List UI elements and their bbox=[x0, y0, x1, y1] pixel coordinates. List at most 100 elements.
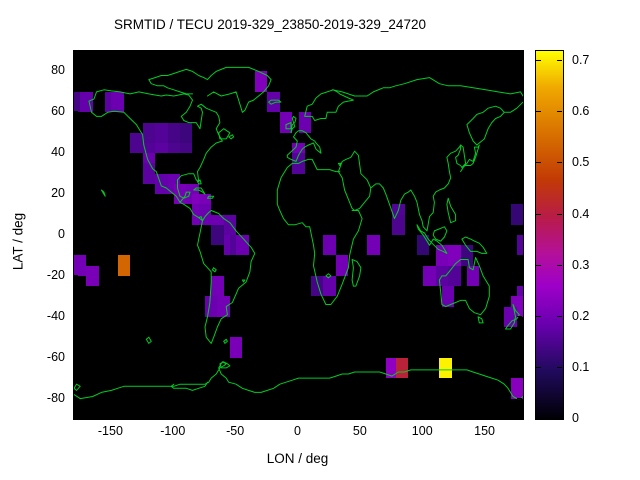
heatmap-cell bbox=[292, 153, 305, 174]
heatmap-cell bbox=[441, 286, 455, 307]
x-tick-mark bbox=[172, 413, 174, 418]
heatmap-cell bbox=[367, 235, 380, 256]
x-tick-mark bbox=[297, 413, 299, 418]
heatmap-cell bbox=[204, 296, 218, 317]
x-tick-label: 150 bbox=[474, 424, 496, 438]
y-tick-mark bbox=[73, 111, 78, 113]
heatmap-cell bbox=[267, 91, 280, 113]
x-tick-label: 50 bbox=[352, 424, 367, 438]
heatmap-cells-layer bbox=[74, 51, 523, 419]
heatmap-cell bbox=[236, 235, 249, 256]
y-tick-mark bbox=[73, 70, 78, 72]
colorbar-tick-label: 0 bbox=[572, 411, 579, 425]
y-tick-label: 20 bbox=[51, 186, 65, 201]
heatmap-cell bbox=[173, 183, 187, 205]
x-tick-mark bbox=[359, 413, 361, 418]
x-tick-mark-top bbox=[172, 50, 174, 55]
heatmap-cell bbox=[254, 71, 268, 92]
heatmap-cell bbox=[211, 275, 224, 297]
heatmap-cell bbox=[504, 306, 517, 327]
y-tick-mark-right bbox=[517, 397, 522, 399]
colorbar-gradient bbox=[536, 51, 563, 419]
heatmap-cell bbox=[435, 245, 449, 266]
colorbar-tick-mark bbox=[536, 213, 541, 215]
colorbar-tick-mark bbox=[557, 213, 562, 215]
y-tick-mark bbox=[73, 193, 78, 195]
heatmap-cell bbox=[180, 122, 193, 143]
x-tick-mark bbox=[235, 413, 237, 418]
heatmap-cell bbox=[198, 204, 212, 225]
colorbar-tick-mark bbox=[536, 366, 541, 368]
heatmap-cell bbox=[279, 112, 293, 133]
heatmap-cell bbox=[310, 275, 324, 297]
colorbar-tick-label: 0.4 bbox=[572, 206, 590, 221]
x-tick-label: -150 bbox=[97, 424, 123, 438]
colorbar-tick-label: 0.3 bbox=[572, 257, 590, 272]
heatmap-cell bbox=[155, 122, 168, 143]
heatmap-cell bbox=[217, 296, 230, 317]
heatmap-cell bbox=[323, 275, 336, 297]
y-tick-label: 0 bbox=[58, 227, 65, 241]
heatmap-cell bbox=[298, 112, 311, 133]
colorbar-tick-mark bbox=[536, 111, 541, 113]
x-tick-label: -50 bbox=[226, 424, 245, 438]
y-tick-mark-right bbox=[517, 356, 522, 358]
y-tick-label: -20 bbox=[46, 267, 65, 282]
y-tick-label: -60 bbox=[46, 349, 65, 364]
x-tick-mark bbox=[484, 413, 486, 418]
y-tick-label: -80 bbox=[46, 390, 65, 405]
y-tick-mark-right bbox=[517, 70, 522, 72]
heatmap-cell bbox=[130, 132, 143, 154]
heatmap-cell bbox=[80, 91, 93, 113]
colorbar-tick-mark bbox=[557, 162, 562, 164]
y-tick-label: 60 bbox=[51, 104, 65, 119]
heatmap-cell bbox=[223, 214, 237, 235]
y-tick-mark bbox=[73, 274, 78, 276]
y-tick-mark-right bbox=[517, 274, 522, 276]
x-tick-mark bbox=[422, 413, 424, 418]
heatmap-cell bbox=[111, 91, 124, 113]
colorbar-tick-label: 0.7 bbox=[572, 53, 590, 68]
colorbar-tick-mark bbox=[536, 162, 541, 164]
y-tick-label: 80 bbox=[51, 63, 65, 78]
heatmap-cell bbox=[435, 265, 449, 287]
y-axis-title: LAT / deg bbox=[10, 212, 26, 271]
heatmap-cell bbox=[510, 378, 523, 399]
x-tick-mark-top bbox=[359, 50, 361, 55]
heatmap-cell bbox=[516, 235, 523, 256]
colorbar-tick-mark bbox=[536, 418, 541, 419]
colorbar-tick-label: 0.1 bbox=[572, 359, 590, 374]
heatmap-cell bbox=[74, 255, 87, 276]
heatmap-cell bbox=[510, 204, 523, 225]
colorbar-tick-mark bbox=[557, 366, 562, 368]
y-tick-mark-right bbox=[517, 315, 522, 317]
y-tick-mark bbox=[73, 356, 78, 358]
y-tick-mark-right bbox=[517, 152, 522, 154]
colorbar-tick-label: 0.6 bbox=[572, 104, 590, 119]
x-tick-label: -100 bbox=[160, 424, 186, 438]
map-plot-area bbox=[73, 50, 524, 420]
heatmap-cell bbox=[142, 163, 156, 184]
colorbar bbox=[535, 50, 564, 420]
colorbar-tick-mark bbox=[536, 60, 541, 62]
colorbar-tick-mark bbox=[536, 264, 541, 266]
y-tick-mark bbox=[73, 152, 78, 154]
y-tick-mark bbox=[73, 397, 78, 399]
y-tick-mark bbox=[73, 234, 78, 235]
x-tick-mark-top bbox=[297, 50, 299, 55]
heatmap-cell bbox=[392, 214, 405, 235]
y-tick-mark bbox=[73, 315, 78, 317]
x-tick-mark-top bbox=[235, 50, 237, 55]
heatmap-cell bbox=[460, 245, 474, 266]
heatmap-cell bbox=[416, 235, 430, 256]
heatmap-cell bbox=[229, 337, 243, 358]
y-tick-mark-right bbox=[517, 111, 522, 113]
heatmap-cell bbox=[448, 245, 461, 266]
heatmap-cell bbox=[439, 357, 452, 379]
y-tick-mark-right bbox=[517, 193, 522, 195]
heatmap-cell bbox=[155, 173, 168, 195]
heatmap-cell bbox=[335, 255, 349, 276]
colorbar-tick-mark bbox=[557, 315, 562, 317]
y-tick-label: 40 bbox=[51, 145, 65, 160]
